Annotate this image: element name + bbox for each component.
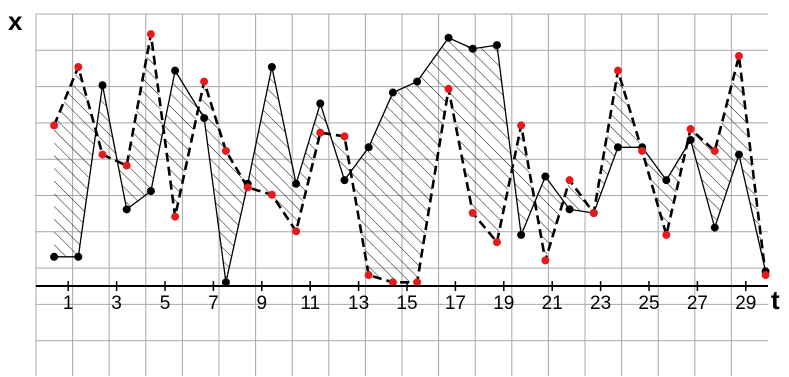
x-tick-labels: 1 3 5 7 9 11 13 15 17 19 21 23 25 27 29 — [63, 281, 756, 314]
data-point-series-2 — [364, 271, 373, 280]
shaded-region — [54, 34, 766, 283]
data-point-series-2 — [146, 30, 155, 39]
data-point-series-1 — [74, 252, 83, 261]
data-point-series-1 — [292, 179, 301, 188]
data-point-series-2 — [613, 66, 622, 75]
data-point-series-2 — [638, 146, 647, 155]
data-point-series-2 — [388, 278, 397, 287]
data-point-series-1 — [340, 176, 349, 185]
data-point-series-2 — [444, 84, 453, 93]
data-point-series-1 — [122, 205, 131, 214]
data-point-series-2 — [221, 146, 230, 155]
data-point-series-2 — [761, 271, 770, 280]
data-point-series-2 — [74, 63, 83, 71]
x-tick-label: 7 — [208, 293, 219, 314]
x-tick-label: 17 — [445, 293, 466, 314]
data-point-series-1 — [221, 278, 230, 287]
x-tick-label: 29 — [735, 293, 756, 314]
data-point-series-2 — [517, 121, 526, 130]
x-tick-label: 1 — [63, 293, 74, 314]
data-point-series-1 — [50, 252, 59, 261]
data-point-series-2 — [686, 125, 695, 134]
y-axis-label: x — [8, 6, 23, 36]
data-point-series-1 — [565, 205, 574, 214]
data-point-series-1 — [686, 136, 695, 144]
data-point-series-1 — [444, 33, 453, 42]
x-tick-label: 27 — [687, 293, 708, 314]
data-point-series-2 — [340, 132, 349, 141]
x-tick-label: 15 — [396, 293, 417, 314]
data-point-series-1 — [364, 143, 373, 152]
data-point-series-2 — [267, 190, 276, 199]
data-point-series-2 — [589, 209, 598, 217]
data-point-series-2 — [541, 256, 550, 265]
markers — [50, 30, 770, 287]
series-line-1-solid — [54, 37, 767, 283]
data-point-series-1 — [267, 63, 276, 71]
data-point-series-2 — [200, 77, 209, 86]
data-point-series-2 — [710, 146, 719, 155]
data-point-series-2 — [292, 227, 301, 236]
data-point-series-1 — [200, 114, 209, 123]
data-point-series-2 — [316, 128, 325, 137]
x-tick-label: 19 — [493, 293, 514, 314]
hatched-area — [54, 34, 766, 283]
series-line-2-dashed — [52, 32, 767, 284]
data-point-series-2 — [98, 150, 107, 159]
data-point-series-1 — [146, 187, 155, 196]
data-point-series-1 — [662, 176, 671, 185]
data-point-series-1 — [613, 143, 622, 152]
data-point-series-1 — [388, 88, 397, 97]
x-tick-label: 21 — [542, 293, 563, 314]
data-point-series-1 — [413, 77, 422, 86]
x-tick-label: 11 — [300, 293, 320, 314]
data-point-series-2 — [492, 238, 501, 247]
data-point-series-2 — [243, 183, 252, 192]
data-point-series-2 — [734, 52, 743, 61]
data-point-series-1 — [541, 172, 550, 181]
data-point-series-1 — [468, 44, 477, 53]
data-point-series-2 — [122, 161, 131, 170]
x-tick-label: 9 — [257, 293, 268, 314]
data-point-series-2 — [171, 212, 180, 221]
x-tick-label: 5 — [160, 293, 171, 314]
data-point-series-2 — [50, 121, 59, 130]
x-tick-label: 23 — [590, 293, 611, 314]
data-point-series-1 — [517, 230, 526, 239]
data-point-series-2 — [413, 278, 422, 287]
series-lines — [52, 32, 767, 284]
x-tick-label: 25 — [638, 293, 659, 314]
data-point-series-1 — [710, 223, 719, 232]
x-tick-label: 3 — [111, 293, 122, 314]
x-tick-label: 13 — [348, 293, 369, 314]
data-point-series-1 — [98, 81, 107, 90]
x-axis-label: t — [771, 285, 780, 315]
data-point-series-1 — [171, 66, 180, 75]
data-point-series-2 — [662, 230, 671, 239]
data-point-series-1 — [492, 41, 501, 50]
data-point-series-2 — [468, 209, 477, 217]
data-point-series-1 — [734, 150, 743, 159]
data-point-series-2 — [565, 176, 574, 185]
data-point-series-1 — [316, 99, 325, 108]
